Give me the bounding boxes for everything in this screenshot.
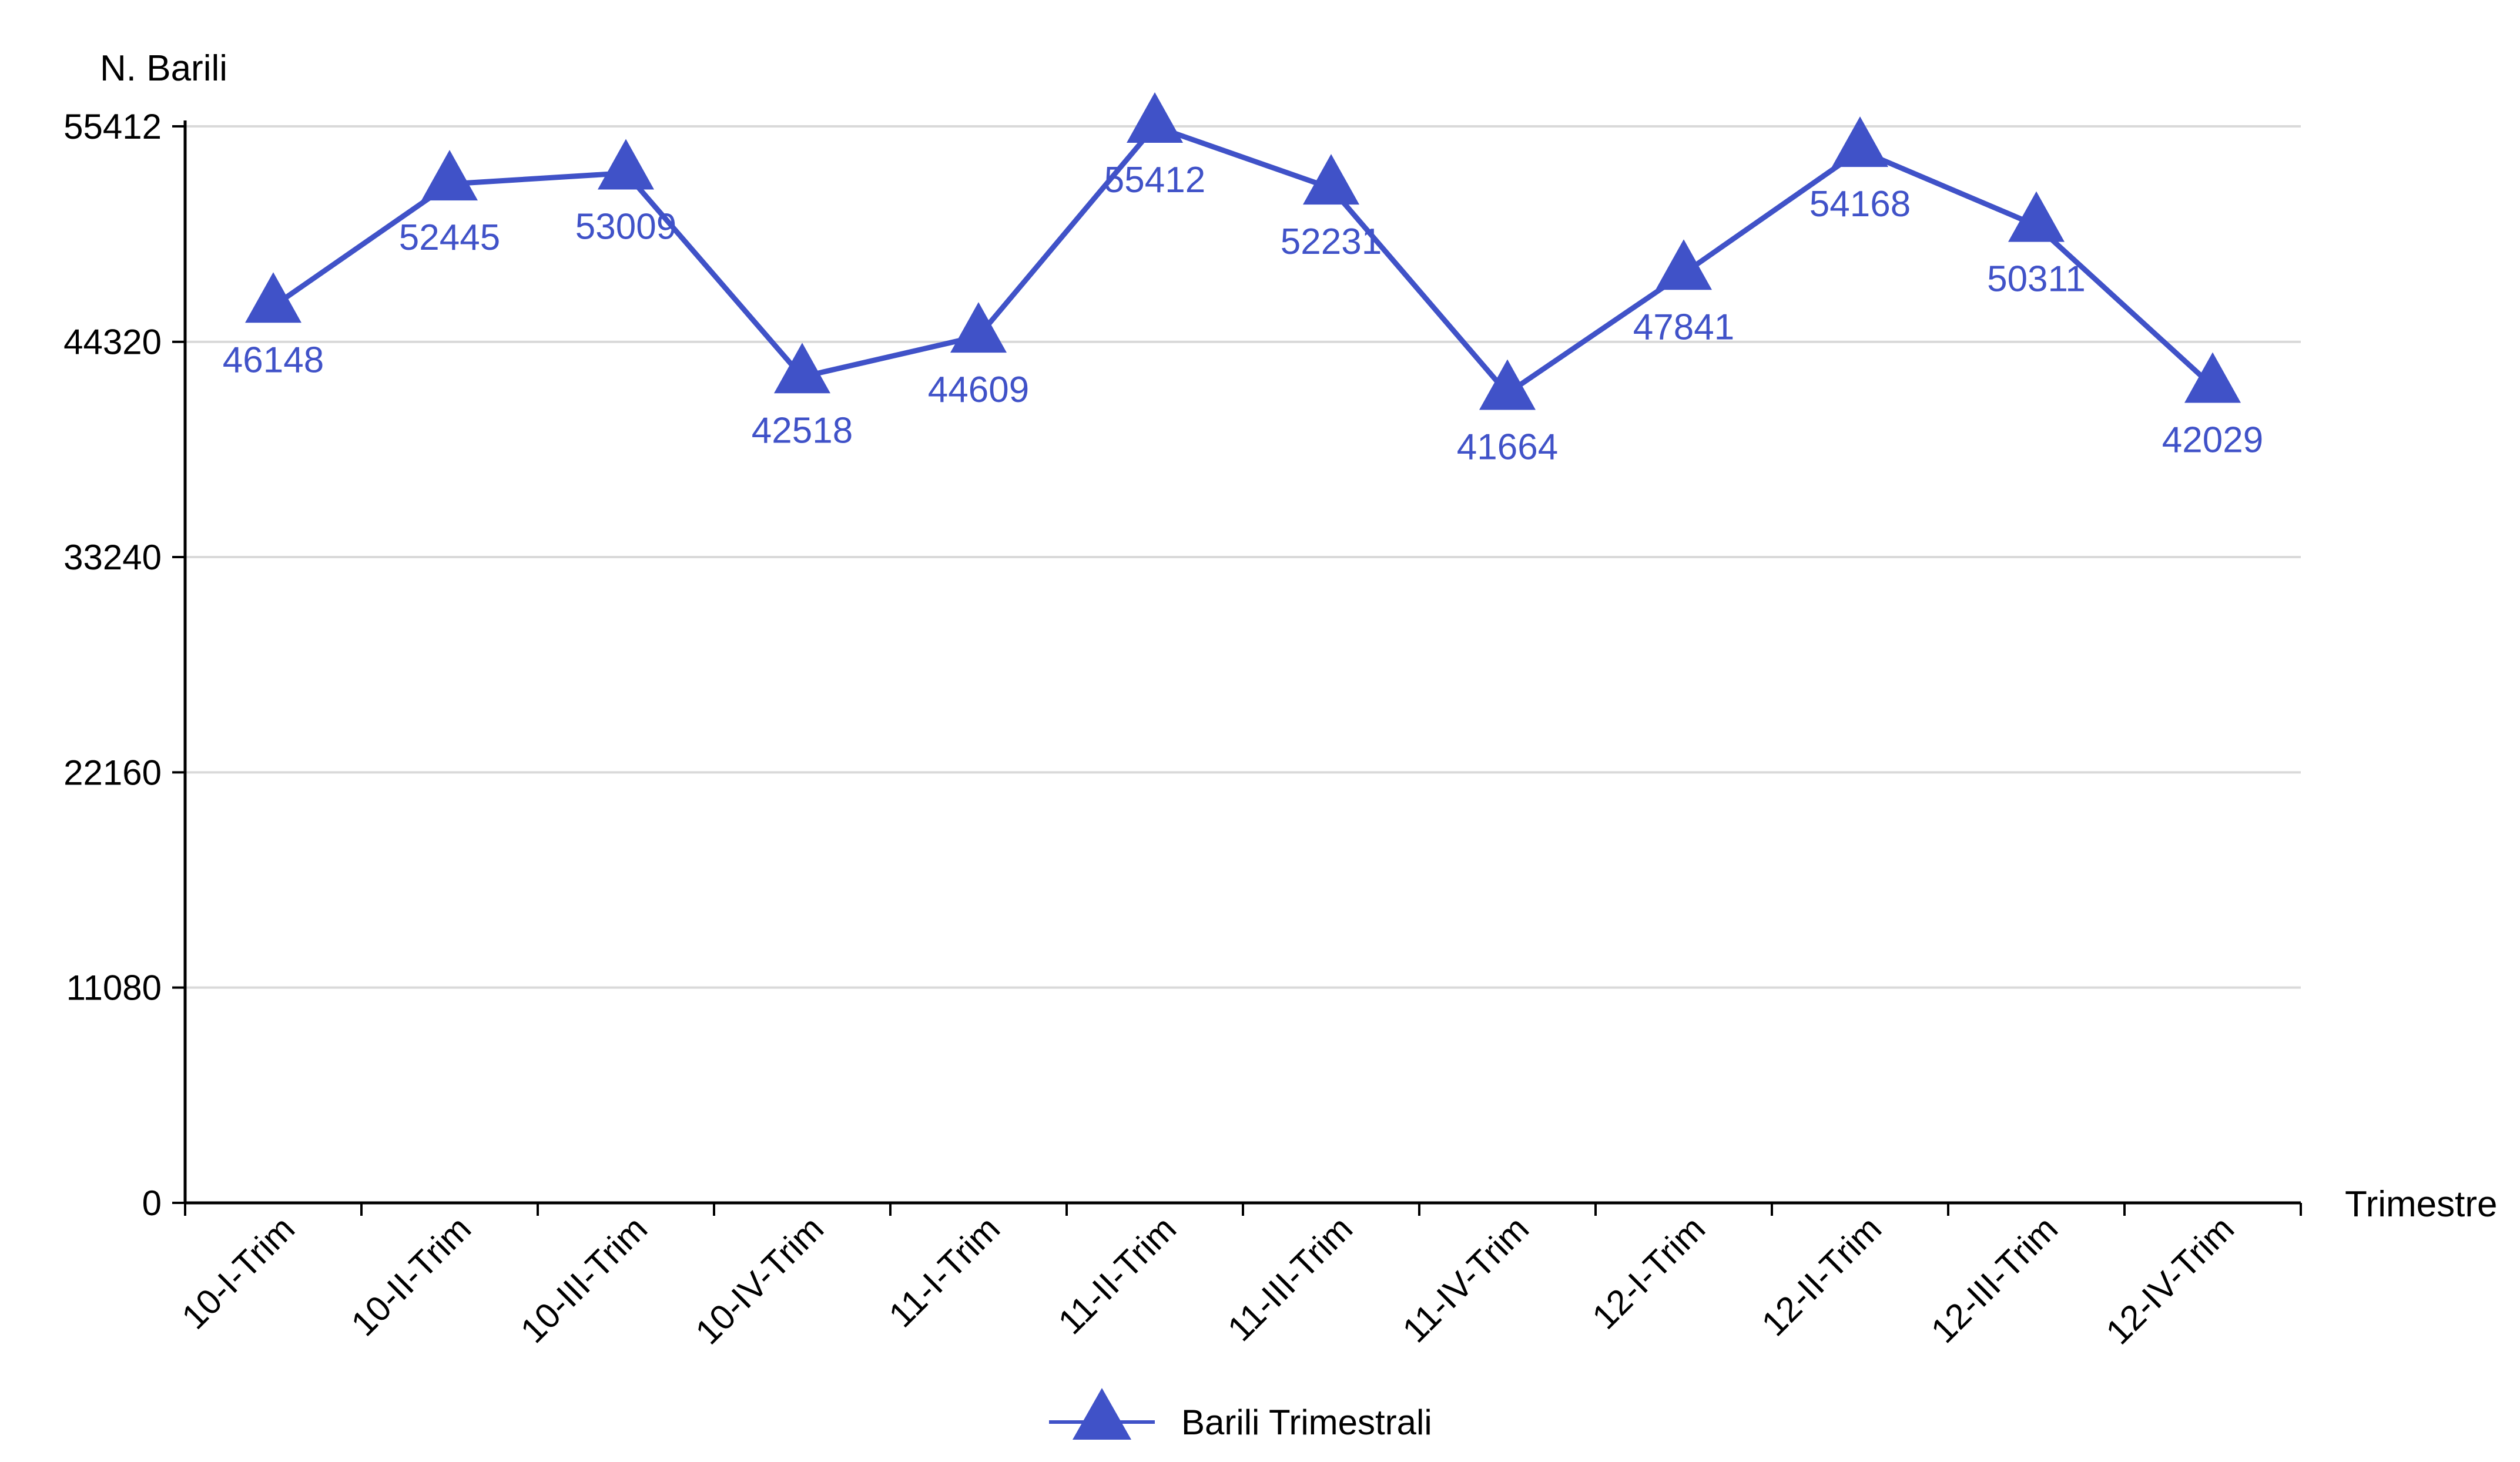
x-tick-label: 11-II-Trim: [1051, 1209, 1184, 1342]
series-lines: [272, 123, 2215, 397]
data-point-marker: [1127, 92, 1183, 143]
legend: Barili Trimestrali: [1049, 1388, 1432, 1442]
data-label: 46148: [223, 340, 324, 380]
data-point-marker: [1303, 154, 1359, 205]
data-point-marker: [598, 139, 654, 190]
data-labels: 46148 52445 53009 42518 44609 55412 52231 41664…: [223, 160, 2263, 468]
series-line: [272, 123, 2215, 397]
y-tick-label: 33240: [63, 538, 162, 577]
data-label: 52231: [1281, 222, 1382, 262]
x-tick-label: 10-III-Trim: [513, 1209, 655, 1350]
data-label: 41664: [1457, 427, 1558, 468]
data-label: 42029: [2162, 420, 2263, 460]
x-tick-label: 11-IV-Trim: [1395, 1209, 1537, 1350]
y-tick-label: 44320: [63, 323, 162, 362]
y-axis-title: N. Barili: [100, 48, 227, 89]
x-tick-labels: 10-I-Trim 10-II-Trim 10-III-Trim 10-IV-Trim…: [174, 1209, 2241, 1352]
axes: [172, 120, 2302, 1216]
y-tick-labels: 0 11080 22160 33240 44320 55412: [63, 107, 162, 1223]
y-tick-label: 11080: [66, 968, 162, 1008]
x-tick-label: 10-II-Trim: [344, 1209, 479, 1344]
data-label: 44609: [928, 370, 1029, 410]
data-label: 55412: [1104, 160, 1205, 200]
x-tick-label: 12-III-Trim: [1923, 1209, 2065, 1350]
x-tick-label: 11-III-Trim: [1220, 1209, 1360, 1349]
y-tick-label: 0: [142, 1183, 162, 1223]
legend-label: Barili Trimestrali: [1181, 1403, 1432, 1442]
legend-triangle-icon: [1073, 1388, 1131, 1440]
x-tick-label: 12-I-Trim: [1584, 1209, 1713, 1337]
data-point-marker: [1479, 359, 1536, 410]
data-point-marker: [2184, 352, 2241, 403]
data-label: 50311: [1987, 259, 2086, 300]
data-label: 53009: [575, 206, 676, 247]
y-tick-label: 55412: [63, 107, 162, 146]
data-point-marker: [2008, 191, 2065, 242]
x-axis-title: Trimestre: [2345, 1184, 2497, 1225]
series-markers: [245, 92, 2241, 410]
x-tick-label: 12-IV-Trim: [2098, 1209, 2241, 1352]
data-point-marker: [774, 343, 830, 394]
x-tick-label: 10-IV-Trim: [688, 1209, 831, 1352]
data-point-marker: [245, 272, 301, 323]
y-tick-label: 22160: [63, 753, 162, 792]
data-point-marker: [950, 302, 1007, 353]
x-tick-label: 11-I-Trim: [881, 1209, 1007, 1335]
gridlines: [185, 125, 2301, 989]
x-tick-label: 10-I-Trim: [174, 1209, 302, 1337]
data-label: 54168: [1809, 184, 1911, 224]
data-point-marker: [1656, 239, 1712, 290]
x-tick-label: 12-II-Trim: [1754, 1209, 1889, 1344]
data-label: 47841: [1633, 307, 1734, 347]
data-label: 42518: [752, 410, 853, 451]
data-label: 52445: [399, 217, 500, 258]
data-point-marker: [1832, 116, 1888, 167]
data-point-marker: [421, 150, 478, 201]
